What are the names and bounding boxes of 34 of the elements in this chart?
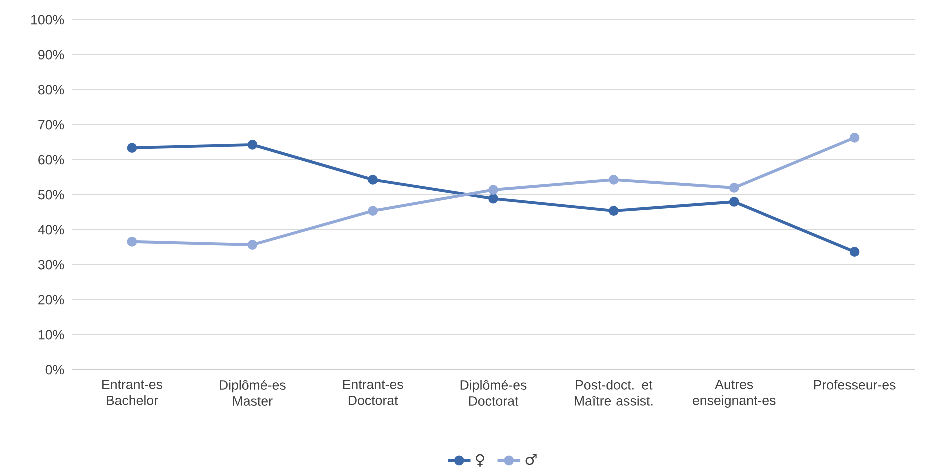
point (608, 206, 619, 216)
y-tick-label: 90% (38, 50, 64, 60)
point (488, 194, 498, 204)
y-tick-label: 80% (38, 85, 64, 95)
point (488, 185, 498, 196)
y-tick-label: 30% (38, 260, 64, 270)
point (608, 175, 619, 185)
x-tick-label: Autres enseignant-es (693, 380, 776, 408)
x-tick-label: Entrant-es Doctorat (343, 380, 404, 406)
x-tick-label: Diplômé-es Doctorat (460, 380, 527, 406)
x-tick-label: Diplômé-es Master (220, 380, 286, 406)
point (127, 236, 138, 247)
point (729, 183, 740, 193)
legend-label: ♀ (476, 454, 484, 467)
x-tick-label: Professeur-es (814, 380, 896, 390)
point (127, 143, 138, 154)
y-tick-label: 20% (38, 295, 64, 305)
point (850, 247, 860, 257)
y-tick-label: 100% (32, 15, 64, 25)
y-tick-label: 10% (38, 330, 64, 340)
x-tick-label: Post-doct. et Maître assist. (575, 380, 653, 406)
y-tick-label: 50% (38, 190, 64, 200)
x-tick-label: Entrant-es Bachelor (102, 380, 162, 406)
point (368, 206, 378, 216)
point (729, 197, 740, 207)
point (850, 133, 860, 143)
legend-label: ♂ (526, 454, 537, 466)
y-tick-label: 70% (38, 120, 64, 130)
point (368, 175, 378, 185)
point (248, 140, 258, 150)
y-tick-label: 60% (38, 155, 64, 165)
y-tick-label: 0% (46, 365, 64, 375)
y-tick-label: 40% (38, 225, 64, 235)
point (248, 240, 258, 250)
